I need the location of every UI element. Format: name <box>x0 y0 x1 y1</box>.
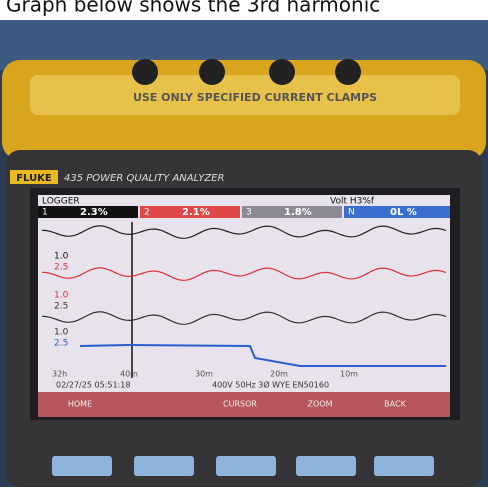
scale-label: 1.0 <box>54 252 69 262</box>
screen-measure: Volt H3%f <box>330 197 375 207</box>
clamp-notice: USE ONLY SPECIFIED CURRENT CLAMPS <box>133 91 377 104</box>
scale-label: 2.5 <box>54 263 68 273</box>
channel-value: 1.8% <box>284 207 312 218</box>
channel-label: 2 <box>144 208 150 218</box>
function-keys <box>52 456 434 476</box>
time-label: 32h <box>52 370 67 379</box>
channel-label: N <box>348 208 355 218</box>
scale-label: 1.0 <box>54 328 69 338</box>
softkey-label: CURSOR <box>223 400 257 409</box>
channel-value: 0L % <box>390 207 417 218</box>
function-key[interactable] <box>52 456 112 476</box>
timestamp: 02/27/25 05:51:18 <box>56 381 130 390</box>
scale-label: 2.5 <box>54 339 68 349</box>
function-key[interactable] <box>134 456 194 476</box>
brand: FLUKE <box>16 173 52 184</box>
time-label: 30m <box>195 370 213 379</box>
photo: Graph below shows the 3rd harmonic USE O… <box>0 0 488 487</box>
time-label: 10m <box>340 370 358 379</box>
channel-label: 3 <box>246 208 252 218</box>
time-label: 20m <box>270 370 288 379</box>
function-key[interactable] <box>296 456 356 476</box>
softkey-label: HOME <box>68 400 92 409</box>
function-key[interactable] <box>374 456 434 476</box>
channel-value: 2.1% <box>182 207 210 218</box>
scale-label: 2.5 <box>54 302 68 312</box>
page: Graph below shows the 3rd harmonic USE O… <box>0 0 488 487</box>
status: 400V 50Hz 3Ø WYE EN50160 <box>212 380 329 390</box>
caption: Graph below shows the 3rd harmonic <box>6 0 380 17</box>
screen-mode: LOGGER <box>42 197 80 207</box>
scale-label: 1.0 <box>54 291 69 301</box>
model: 435 POWER QUALITY ANALYZER <box>64 173 224 184</box>
function-key[interactable] <box>216 456 276 476</box>
softkey-label: BACK <box>384 400 406 409</box>
channel-label: 1 <box>42 208 48 218</box>
time-label: 40m <box>120 370 138 379</box>
softkey-label: ZOOM <box>308 400 333 409</box>
channel-value: 2.3% <box>80 207 108 218</box>
